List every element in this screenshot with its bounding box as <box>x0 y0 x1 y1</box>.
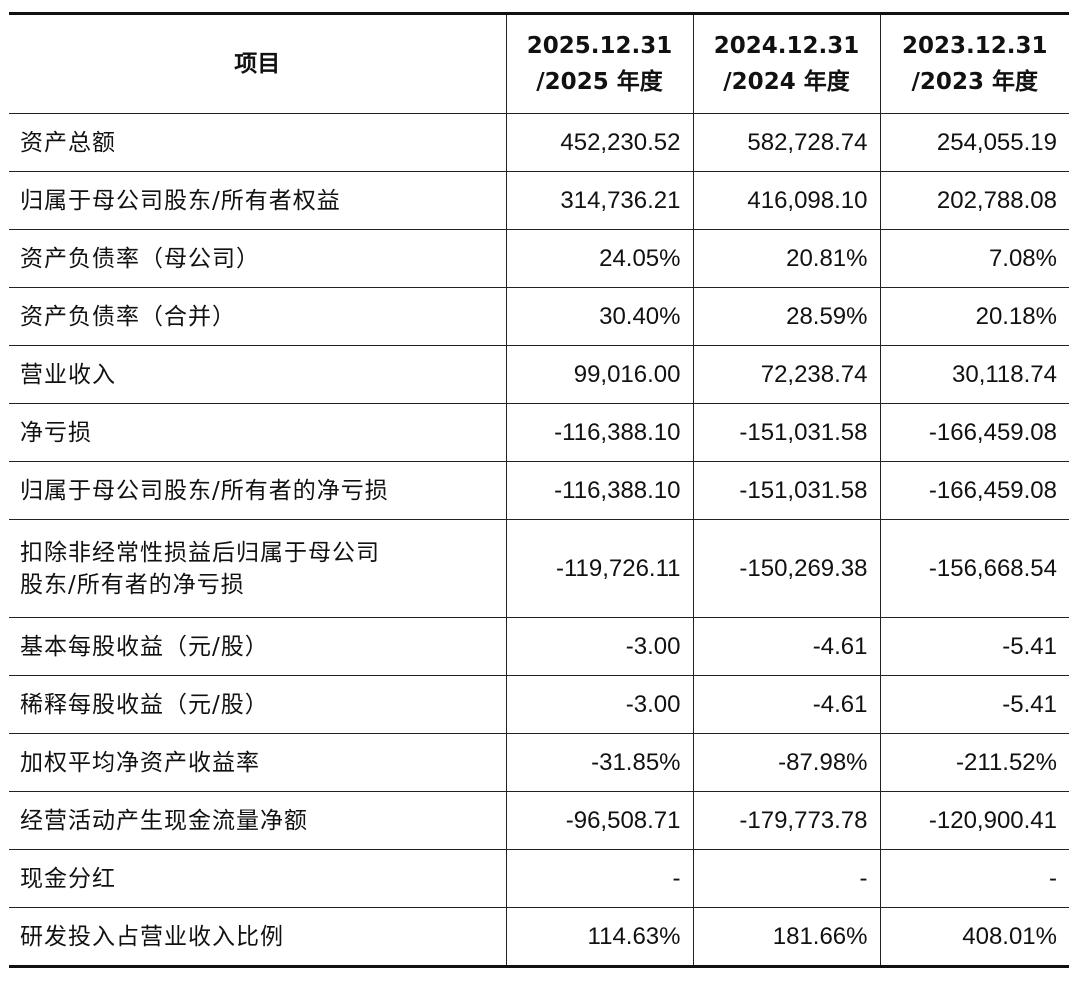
header-col-2025: 2025.12.31 /2025 年度 <box>505 13 693 114</box>
row-label: 经营活动产生现金流量净额 <box>9 791 506 850</box>
row-label: 研发投入占营业收入比例 <box>9 907 506 967</box>
table-row-diluted-eps: 稀释每股收益（元/股） -3.00 -4.61 -5.41 <box>9 675 1069 734</box>
table-row-roe: 加权平均净资产收益率 -31.85% -87.98% -211.52% <box>9 733 1069 792</box>
cell-value: -5.41 <box>879 675 1069 734</box>
cell-value: 254,055.19 <box>879 113 1069 172</box>
cell-value: -150,269.38 <box>692 519 880 618</box>
row-label: 现金分红 <box>9 849 506 908</box>
cell-value: -87.98% <box>692 733 880 792</box>
row-label: 基本每股收益（元/股） <box>9 617 506 676</box>
table-row-debt-ratio-consolidated: 资产负债率（合并） 30.40% 28.59% 20.18% <box>9 287 1069 346</box>
cell-value: 408.01% <box>879 907 1069 967</box>
table-row-basic-eps: 基本每股收益（元/股） -3.00 -4.61 -5.41 <box>9 617 1069 676</box>
header-date: 2023.12.31 <box>901 33 1048 59</box>
header-col-2023: 2023.12.31 /2023 年度 <box>879 13 1069 114</box>
row-label: 资产总额 <box>9 113 506 172</box>
cell-value: -116,388.10 <box>505 403 693 462</box>
row-label-line: 扣除非经常性损益后归属于母公司 <box>20 539 380 566</box>
cell-value: 24.05% <box>505 229 693 288</box>
cell-value: 72,238.74 <box>692 345 880 404</box>
cell-value: - <box>879 849 1069 908</box>
cell-value: 114.63% <box>505 907 693 967</box>
cell-value: -151,031.58 <box>692 461 880 520</box>
header-period: /2025 年度 <box>536 69 663 95</box>
row-label: 加权平均净资产收益率 <box>9 733 506 792</box>
cell-value: -4.61 <box>692 617 880 676</box>
cell-value: 30,118.74 <box>879 345 1069 404</box>
table-row-parent-net-loss: 归属于母公司股东/所有者的净亏损 -116,388.10 -151,031.58… <box>9 461 1069 520</box>
table-header-row: 项目 2025.12.31 /2025 年度 2024.12.31 /2024 … <box>9 13 1069 114</box>
financial-summary-table: 项目 2025.12.31 /2025 年度 2024.12.31 /2024 … <box>9 12 1069 968</box>
row-label-line: 股东/所有者的净亏损 <box>20 571 245 598</box>
cell-value: 20.18% <box>879 287 1069 346</box>
row-label: 扣除非经常性损益后归属于母公司 股东/所有者的净亏损 <box>9 519 506 618</box>
table-row-cash-dividend: 现金分红 - - - <box>9 849 1069 908</box>
row-label: 归属于母公司股东/所有者的净亏损 <box>9 461 506 520</box>
cell-value: 452,230.52 <box>505 113 693 172</box>
table-row-debt-ratio-parent: 资产负债率（母公司） 24.05% 20.81% 7.08% <box>9 229 1069 288</box>
cell-value: -211.52% <box>879 733 1069 792</box>
cell-value: 20.81% <box>692 229 880 288</box>
cell-value: 30.40% <box>505 287 693 346</box>
cell-value: - <box>692 849 880 908</box>
cell-value: -156,668.54 <box>879 519 1069 618</box>
header-date: 2024.12.31 <box>713 33 860 59</box>
header-item: 项目 <box>9 13 506 114</box>
header-date: 2025.12.31 <box>526 33 673 59</box>
cell-value: -96,508.71 <box>505 791 693 850</box>
row-label: 净亏损 <box>9 403 506 462</box>
cell-value: -3.00 <box>505 617 693 676</box>
table-row-net-loss: 净亏损 -116,388.10 -151,031.58 -166,459.08 <box>9 403 1069 462</box>
table-row-parent-equity: 归属于母公司股东/所有者权益 314,736.21 416,098.10 202… <box>9 171 1069 230</box>
table-row-rd-ratio: 研发投入占营业收入比例 114.63% 181.66% 408.01% <box>9 907 1069 967</box>
cell-value: -31.85% <box>505 733 693 792</box>
row-label: 营业收入 <box>9 345 506 404</box>
cell-value: 28.59% <box>692 287 880 346</box>
cell-value: -179,773.78 <box>692 791 880 850</box>
cell-value: -166,459.08 <box>879 461 1069 520</box>
table-row-revenue: 营业收入 99,016.00 72,238.74 30,118.74 <box>9 345 1069 404</box>
table-row-operating-cash-flow: 经营活动产生现金流量净额 -96,508.71 -179,773.78 -120… <box>9 791 1069 850</box>
cell-value: -116,388.10 <box>505 461 693 520</box>
row-label: 资产负债率（合并） <box>9 287 506 346</box>
cell-value: 99,016.00 <box>505 345 693 404</box>
header-period: /2024 年度 <box>723 69 850 95</box>
cell-value: -151,031.58 <box>692 403 880 462</box>
row-label: 稀释每股收益（元/股） <box>9 675 506 734</box>
cell-value: -166,459.08 <box>879 403 1069 462</box>
header-period: /2023 年度 <box>911 69 1038 95</box>
cell-value: 314,736.21 <box>505 171 693 230</box>
cell-value: -119,726.11 <box>505 519 693 618</box>
row-label: 归属于母公司股东/所有者权益 <box>9 171 506 230</box>
header-col-2024: 2024.12.31 /2024 年度 <box>692 13 880 114</box>
cell-value: 181.66% <box>692 907 880 967</box>
cell-value: 416,098.10 <box>692 171 880 230</box>
cell-value: -4.61 <box>692 675 880 734</box>
cell-value: 7.08% <box>879 229 1069 288</box>
financial-summary-table-wrapper: 项目 2025.12.31 /2025 年度 2024.12.31 /2024 … <box>9 12 1069 968</box>
cell-value: -5.41 <box>879 617 1069 676</box>
row-label: 资产负债率（母公司） <box>9 229 506 288</box>
cell-value: -120,900.41 <box>879 791 1069 850</box>
table-row-total-assets: 资产总额 452,230.52 582,728.74 254,055.19 <box>9 113 1069 172</box>
cell-value: 202,788.08 <box>879 171 1069 230</box>
cell-value: 582,728.74 <box>692 113 880 172</box>
table-row-adjusted-net-loss: 扣除非经常性损益后归属于母公司 股东/所有者的净亏损 -119,726.11 -… <box>9 519 1069 618</box>
cell-value: -3.00 <box>505 675 693 734</box>
cell-value: - <box>505 849 693 908</box>
